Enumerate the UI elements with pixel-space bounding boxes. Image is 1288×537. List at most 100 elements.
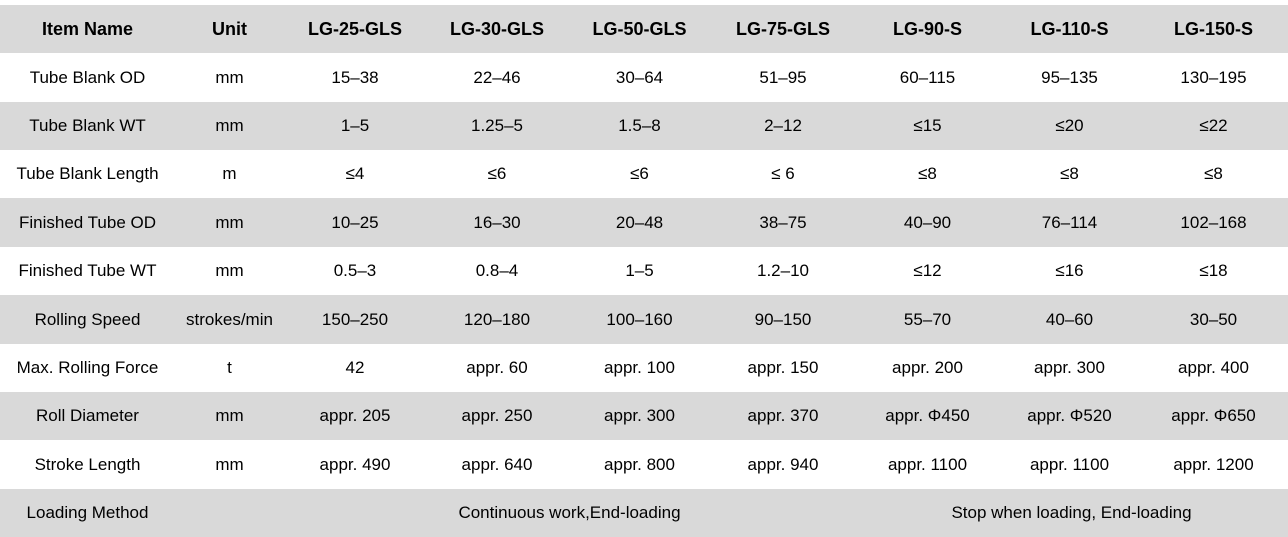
table-cell: ≤6	[487, 164, 507, 184]
table-cell: 30–50	[1189, 309, 1238, 329]
table-cell: ≤15	[913, 116, 942, 136]
table-cell: appr. 150	[747, 357, 819, 377]
table-cell: 102–168	[1180, 212, 1247, 232]
table-cell: ≤8	[1060, 164, 1079, 184]
table-row-rolling-speed: Rolling Speed strokes/min 150–250 120–18…	[0, 295, 1288, 344]
unit-cell: mm	[215, 67, 244, 87]
column-header-lg-30-gls: LG-30-GLS	[449, 18, 544, 39]
table-header-row: Item Name Unit LG-25-GLS LG-30-GLS LG-50…	[0, 0, 1288, 54]
table-cell: 1–5	[625, 261, 654, 281]
loading-method-gls-cell: Continuous work,End-loading	[458, 503, 681, 522]
column-header-lg-50-gls: LG-50-GLS	[592, 18, 687, 39]
table-cell: 60–115	[899, 67, 956, 87]
unit-cell: mm	[215, 116, 244, 136]
unit-cell: m	[222, 164, 237, 184]
table-row-stroke-length: Stroke Length mm appr. 490 appr. 640 app…	[0, 440, 1288, 489]
table-cell: appr. 800	[604, 454, 675, 474]
row-label: Roll Diameter	[36, 406, 139, 426]
table-cell: 22–46	[473, 67, 521, 87]
row-label: Max. Rolling Force	[16, 357, 159, 377]
table-cell: 0.5–3	[333, 261, 377, 281]
unit-cell: t	[227, 357, 232, 377]
table-row-max-rolling-force: Max. Rolling Force t 42 appr. 60 appr. 1…	[0, 343, 1288, 392]
row-label: Loading Method	[26, 503, 149, 522]
unit-cell: strokes/min	[186, 309, 273, 329]
table-cell: ≤20	[1055, 116, 1084, 136]
table-cell: 40–60	[1045, 309, 1094, 329]
table-cell: appr. 1200	[1173, 454, 1254, 474]
table-cell: 150–250	[321, 309, 389, 329]
table-cell: 15–38	[331, 67, 379, 87]
column-header-item-name: Item Name	[41, 18, 134, 39]
table-cell: appr. 1100	[887, 454, 968, 474]
unit-cell: mm	[215, 406, 244, 426]
table-cell: 0.8–4	[475, 261, 519, 281]
row-label: Tube Blank OD	[29, 67, 146, 87]
row-label: Finished Tube WT	[18, 261, 157, 281]
table-cell: appr. 200	[892, 357, 963, 377]
row-label: Tube Blank Length	[16, 164, 159, 184]
unit-cell: mm	[215, 261, 244, 281]
table-cell: appr. 205	[319, 406, 391, 426]
table-row-finished-tube-od: Finished Tube OD mm 10–25 16–30 20–48 38…	[0, 198, 1288, 247]
table-cell: appr. 250	[461, 406, 533, 426]
table-cell: appr. 100	[604, 357, 675, 377]
unit-cell: mm	[215, 454, 244, 474]
column-header-lg-110-s: LG-110-S	[1030, 18, 1109, 39]
table-cell: appr. 60	[466, 357, 528, 377]
table-cell: appr. 300	[604, 406, 675, 426]
table-cell: appr. 1100	[1029, 454, 1110, 474]
table-cell: 40–90	[903, 212, 952, 232]
table-row-tube-blank-wt: Tube Blank WT mm 1–5 1.25–5 1.5–8 2–12 ≤…	[0, 101, 1288, 151]
loading-method-s-cell: Stop when loading, End-loading	[951, 503, 1192, 522]
table-cell: appr. Φ650	[1171, 406, 1256, 426]
table-cell: 1.25–5	[471, 116, 523, 136]
table-row-tube-blank-od: Tube Blank OD mm 15–38 22–46 30–64 51–95…	[0, 53, 1288, 102]
table-cell: appr. Φ450	[885, 406, 970, 426]
column-header-lg-25-gls: LG-25-GLS	[307, 18, 402, 39]
table-cell: appr. 940	[747, 454, 819, 474]
table-cell: 1–5	[340, 116, 370, 136]
table-cell: 90–150	[754, 309, 812, 329]
table-cell: ≤16	[1055, 261, 1084, 281]
table-cell: 100–160	[606, 309, 673, 329]
table-cell: ≤18	[1199, 261, 1228, 281]
row-label: Rolling Speed	[34, 309, 141, 329]
table-cell: 1.5–8	[618, 116, 661, 136]
table-cell: appr. Φ520	[1027, 406, 1112, 426]
table-cell: 20–48	[615, 212, 664, 232]
table-cell: ≤8	[1204, 164, 1223, 184]
row-label: Finished Tube OD	[18, 212, 156, 232]
table-cell: ≤12	[913, 261, 942, 281]
table-cell: appr. 400	[1178, 357, 1249, 377]
table-cell: 1.2–10	[757, 261, 809, 281]
table-cell: 55–70	[903, 309, 952, 329]
table-cell: appr. 490	[319, 454, 391, 474]
table-cell: 95–135	[1041, 67, 1098, 87]
table-cell: 2–12	[764, 116, 802, 136]
table-cell: 120–180	[463, 309, 531, 329]
unit-cell: mm	[215, 212, 244, 232]
table-cell: ≤4	[345, 164, 365, 184]
table-cell: 38–75	[759, 212, 807, 232]
column-header-unit: Unit	[212, 18, 247, 39]
table-cell: appr. 640	[461, 454, 533, 474]
table-cell: appr. 370	[747, 406, 819, 426]
table-row-tube-blank-length: Tube Blank Length m ≤4 ≤6 ≤6 ≤ 6 ≤8 ≤8 ≤…	[0, 150, 1288, 199]
column-header-lg-150-s: LG-150-S	[1173, 18, 1254, 39]
row-label: Stroke Length	[34, 454, 141, 474]
table-cell: ≤ 6	[771, 164, 795, 184]
table-cell: ≤8	[918, 164, 937, 184]
table-row-roll-diameter: Roll Diameter mm appr. 205 appr. 250 app…	[0, 391, 1288, 441]
table-cell: 42	[345, 357, 365, 377]
table-cell: 10–25	[331, 212, 379, 232]
column-header-lg-75-gls: LG-75-GLS	[735, 18, 830, 39]
row-label: Tube Blank WT	[29, 116, 146, 136]
table-cell: 16–30	[473, 212, 521, 232]
table-cell: appr. 300	[1034, 357, 1105, 377]
table-row-finished-tube-wt: Finished Tube WT mm 0.5–3 0.8–4 1–5 1.2–…	[0, 246, 1288, 296]
table-cell: ≤6	[630, 164, 649, 184]
table-cell: 51–95	[759, 67, 807, 87]
column-header-lg-90-s: LG-90-S	[892, 18, 962, 39]
